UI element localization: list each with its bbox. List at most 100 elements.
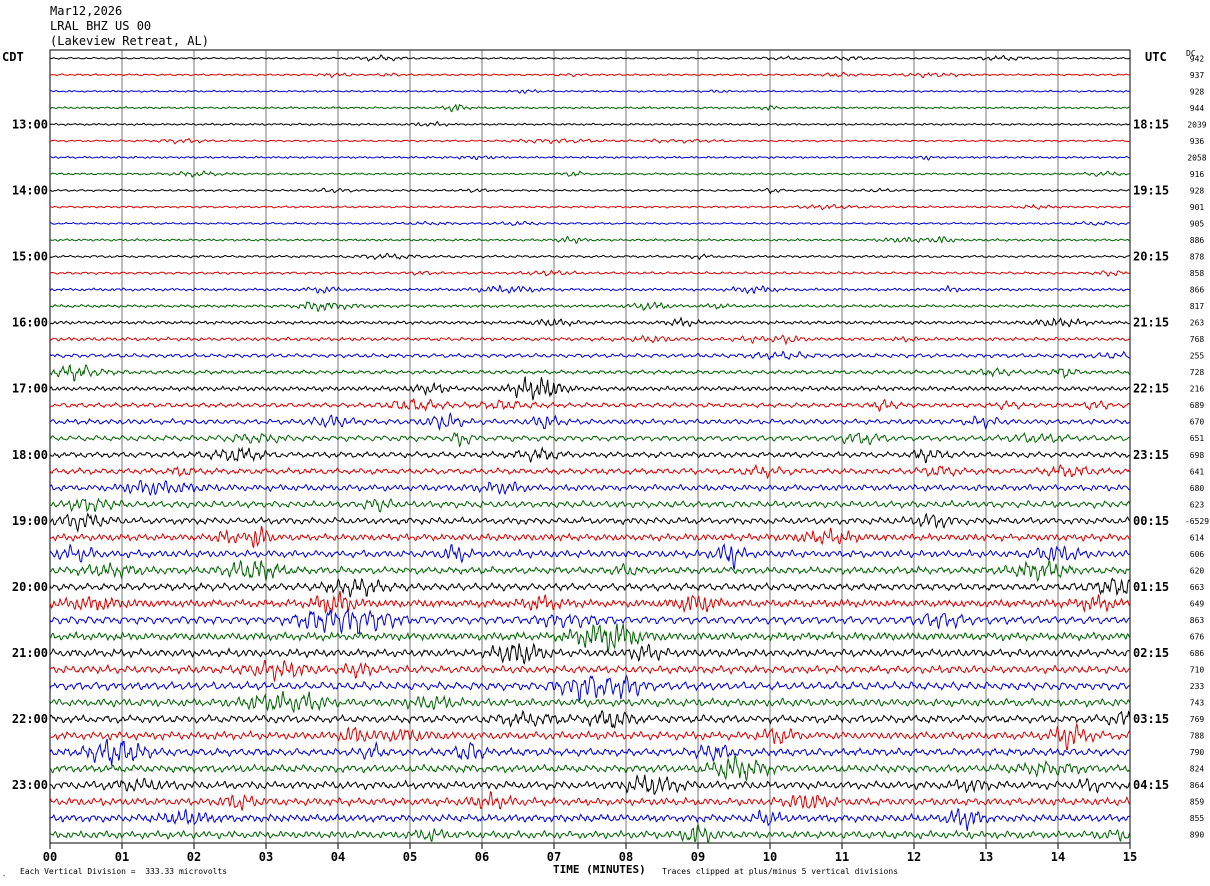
right-hour-label: 20:15 bbox=[1133, 250, 1169, 264]
seismic-trace bbox=[49, 350, 1131, 361]
dc-offset-label: 641 bbox=[1190, 467, 1205, 476]
seismic-trace bbox=[49, 577, 1131, 598]
dc-offset-label: 680 bbox=[1190, 484, 1205, 493]
dc-offset-label: 620 bbox=[1190, 566, 1205, 575]
dc-offset-label: 928 bbox=[1190, 87, 1205, 96]
x-tick-label: 06 bbox=[475, 850, 489, 864]
left-hour-label: 15:00 bbox=[12, 250, 48, 264]
x-tick-label: 09 bbox=[691, 850, 705, 864]
left-timezone-label: CDT bbox=[2, 50, 24, 64]
seismic-trace bbox=[49, 659, 1131, 682]
seismic-trace bbox=[49, 103, 1131, 113]
seismic-trace bbox=[50, 155, 1131, 161]
seismic-trace bbox=[49, 623, 1131, 653]
seismic-trace bbox=[49, 790, 1131, 811]
right-hour-label: 21:15 bbox=[1133, 316, 1169, 330]
left-hour-label: 13:00 bbox=[12, 117, 48, 131]
dc-offset-label: 255 bbox=[1190, 352, 1205, 361]
dc-offset-label: 233 bbox=[1190, 682, 1205, 691]
seismic-trace bbox=[49, 479, 1131, 497]
seismic-trace bbox=[50, 54, 1131, 62]
dc-offset-label: 651 bbox=[1190, 434, 1205, 443]
seismic-trace bbox=[49, 497, 1131, 513]
seismic-trace bbox=[49, 691, 1131, 713]
seismic-trace bbox=[49, 364, 1131, 382]
dc-offset-label: 649 bbox=[1190, 599, 1205, 608]
seismic-trace bbox=[49, 89, 1131, 94]
seismic-trace bbox=[49, 316, 1131, 328]
x-tick-label: 15 bbox=[1123, 850, 1137, 864]
x-tick-label: 01 bbox=[115, 850, 129, 864]
seismic-trace bbox=[49, 542, 1131, 570]
dc-offset-label: 878 bbox=[1190, 253, 1205, 262]
seismic-trace bbox=[49, 808, 1131, 831]
dc-offset-label: 905 bbox=[1190, 219, 1205, 228]
seismic-trace bbox=[49, 822, 1131, 844]
x-axis-label: TIME (MINUTES) bbox=[553, 863, 646, 876]
seismic-trace bbox=[49, 463, 1131, 480]
record-date: Mar12,2026 bbox=[50, 4, 123, 18]
dc-offset-label: 686 bbox=[1190, 649, 1205, 658]
seismic-trace bbox=[49, 738, 1131, 766]
right-hour-label: 03:15 bbox=[1133, 712, 1169, 726]
seismic-trace bbox=[49, 642, 1131, 665]
left-hour-label: 18:00 bbox=[12, 448, 48, 462]
seismic-trace bbox=[49, 203, 1130, 211]
seismic-trace bbox=[50, 412, 1131, 431]
seismic-trace bbox=[49, 170, 1131, 178]
dc-offset-label: 886 bbox=[1190, 236, 1205, 245]
seismic-trace bbox=[49, 284, 1131, 295]
dc-offset-label: 864 bbox=[1190, 781, 1205, 790]
x-tick-label: 00 bbox=[43, 850, 57, 864]
seismic-trace bbox=[49, 608, 1131, 635]
dc-offset-label: 858 bbox=[1190, 269, 1205, 278]
seismic-trace bbox=[49, 431, 1131, 448]
dc-offset-label: 944 bbox=[1190, 104, 1205, 113]
seismic-trace bbox=[49, 252, 1131, 261]
dc-offset-label: 824 bbox=[1190, 765, 1205, 774]
x-tick-label: 03 bbox=[259, 850, 273, 864]
right-hour-label: 23:15 bbox=[1133, 448, 1169, 462]
right-hour-label: 04:15 bbox=[1133, 778, 1169, 792]
dc-offset-label: 942 bbox=[1190, 54, 1205, 63]
dc-offset-label: 676 bbox=[1190, 632, 1205, 641]
scale-note: Each Vertical Division = 333.33 microvol… bbox=[20, 867, 228, 876]
seismic-trace bbox=[49, 512, 1131, 533]
dc-offset-label: 937 bbox=[1190, 71, 1205, 80]
left-hour-label: 22:00 bbox=[12, 712, 48, 726]
dc-offset-label: 768 bbox=[1190, 335, 1205, 344]
dc-offset-header: DC bbox=[1186, 49, 1196, 58]
seismic-trace bbox=[49, 722, 1131, 751]
dc-offset-label: 788 bbox=[1190, 732, 1205, 741]
clip-note: Traces clipped at plus/minus 5 vertical … bbox=[662, 867, 899, 876]
dc-offset-label: 916 bbox=[1190, 170, 1205, 179]
dc-offset-label: 263 bbox=[1190, 319, 1205, 328]
seismic-trace bbox=[49, 446, 1130, 464]
dc-offset-label: 623 bbox=[1190, 500, 1205, 509]
dc-offset-label: 663 bbox=[1190, 583, 1205, 592]
dc-offset-label: 863 bbox=[1190, 616, 1205, 625]
seismic-trace bbox=[49, 220, 1131, 226]
dc-offset-label: 606 bbox=[1190, 550, 1205, 559]
x-tick-label: 12 bbox=[907, 850, 921, 864]
x-tick-label: 04 bbox=[331, 850, 345, 864]
x-tick-label: 02 bbox=[187, 850, 201, 864]
seismic-trace bbox=[49, 187, 1131, 195]
x-tick-label: 13 bbox=[979, 850, 993, 864]
dc-offset-label: 710 bbox=[1190, 666, 1205, 675]
seismic-trace bbox=[49, 376, 1131, 401]
dc-offset-label: 859 bbox=[1190, 798, 1205, 807]
dc-offset-label: 689 bbox=[1190, 401, 1205, 410]
dc-offset-label: 866 bbox=[1190, 286, 1205, 295]
right-hour-label: 02:15 bbox=[1133, 646, 1169, 660]
dc-offset-label: 2039 bbox=[1187, 120, 1206, 129]
x-tick-label: 11 bbox=[835, 850, 849, 864]
right-hour-label: 01:15 bbox=[1133, 580, 1169, 594]
seismic-trace bbox=[49, 235, 1131, 244]
right-hour-label: 19:15 bbox=[1133, 183, 1169, 197]
seismic-trace bbox=[49, 397, 1131, 413]
dc-offset-label: 769 bbox=[1190, 715, 1205, 724]
seismic-trace bbox=[49, 674, 1131, 702]
dc-offset-label: 936 bbox=[1190, 137, 1205, 146]
